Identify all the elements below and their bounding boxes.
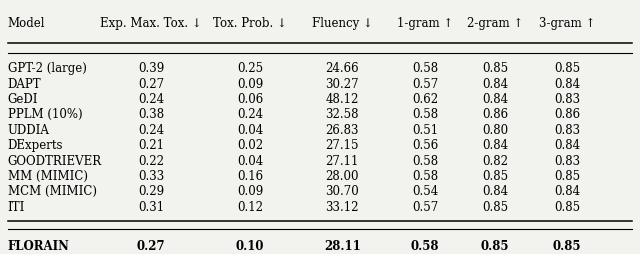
Text: PPLM (10%): PPLM (10%) xyxy=(8,108,83,121)
Text: 0.80: 0.80 xyxy=(482,124,508,137)
Text: 0.02: 0.02 xyxy=(237,139,263,152)
Text: 0.57: 0.57 xyxy=(412,201,438,214)
Text: 0.58: 0.58 xyxy=(412,62,438,75)
Text: UDDIA: UDDIA xyxy=(8,124,50,137)
Text: GPT-2 (large): GPT-2 (large) xyxy=(8,62,86,75)
Text: 0.83: 0.83 xyxy=(554,93,580,106)
Text: 27.11: 27.11 xyxy=(326,155,359,168)
Text: 0.85: 0.85 xyxy=(482,170,508,183)
Text: 0.31: 0.31 xyxy=(138,201,164,214)
Text: 0.85: 0.85 xyxy=(554,201,580,214)
Text: Tox. Prob. ↓: Tox. Prob. ↓ xyxy=(213,17,287,30)
Text: 0.62: 0.62 xyxy=(412,93,438,106)
Text: 1-gram ↑: 1-gram ↑ xyxy=(397,17,453,30)
Text: 2-gram ↑: 2-gram ↑ xyxy=(467,17,524,30)
Text: 28.11: 28.11 xyxy=(324,240,361,253)
Text: 0.21: 0.21 xyxy=(138,139,164,152)
Text: 27.15: 27.15 xyxy=(326,139,359,152)
Text: 0.24: 0.24 xyxy=(138,93,164,106)
Text: 0.09: 0.09 xyxy=(237,185,263,198)
Text: MCM (MIMIC): MCM (MIMIC) xyxy=(8,185,97,198)
Text: 0.84: 0.84 xyxy=(482,185,508,198)
Text: 0.85: 0.85 xyxy=(554,62,580,75)
Text: 0.10: 0.10 xyxy=(236,240,264,253)
Text: 24.66: 24.66 xyxy=(326,62,359,75)
Text: 0.82: 0.82 xyxy=(482,155,508,168)
Text: 30.27: 30.27 xyxy=(326,77,359,90)
Text: 33.12: 33.12 xyxy=(326,201,359,214)
Text: 0.51: 0.51 xyxy=(412,124,438,137)
Text: 0.16: 0.16 xyxy=(237,170,263,183)
Text: DExperts: DExperts xyxy=(8,139,63,152)
Text: 0.86: 0.86 xyxy=(554,108,580,121)
Text: GeDI: GeDI xyxy=(8,93,38,106)
Text: 0.83: 0.83 xyxy=(554,124,580,137)
Text: 0.84: 0.84 xyxy=(554,77,580,90)
Text: Exp. Max. Tox. ↓: Exp. Max. Tox. ↓ xyxy=(100,17,202,30)
Text: 0.58: 0.58 xyxy=(411,240,440,253)
Text: 0.12: 0.12 xyxy=(237,201,263,214)
Text: 0.85: 0.85 xyxy=(482,201,508,214)
Text: 0.27: 0.27 xyxy=(137,240,166,253)
Text: 0.85: 0.85 xyxy=(482,62,508,75)
Text: 0.27: 0.27 xyxy=(138,77,164,90)
Text: Fluency ↓: Fluency ↓ xyxy=(312,17,372,30)
Text: 0.39: 0.39 xyxy=(138,62,164,75)
Text: 0.38: 0.38 xyxy=(138,108,164,121)
Text: MM (MIMIC): MM (MIMIC) xyxy=(8,170,88,183)
Text: 0.04: 0.04 xyxy=(237,124,263,137)
Text: 0.09: 0.09 xyxy=(237,77,263,90)
Text: 0.54: 0.54 xyxy=(412,185,438,198)
Text: 30.70: 30.70 xyxy=(325,185,359,198)
Text: GOODTRIEVER: GOODTRIEVER xyxy=(8,155,102,168)
Text: 0.56: 0.56 xyxy=(412,139,438,152)
Text: 0.84: 0.84 xyxy=(482,77,508,90)
Text: 0.84: 0.84 xyxy=(554,139,580,152)
Text: 0.25: 0.25 xyxy=(237,62,263,75)
Text: 32.58: 32.58 xyxy=(326,108,359,121)
Text: 0.33: 0.33 xyxy=(138,170,164,183)
Text: 48.12: 48.12 xyxy=(326,93,359,106)
Text: 0.86: 0.86 xyxy=(482,108,508,121)
Text: 0.58: 0.58 xyxy=(412,170,438,183)
Text: 0.85: 0.85 xyxy=(481,240,509,253)
Text: 0.22: 0.22 xyxy=(138,155,164,168)
Text: 0.58: 0.58 xyxy=(412,155,438,168)
Text: DAPT: DAPT xyxy=(8,77,42,90)
Text: 3-gram ↑: 3-gram ↑ xyxy=(539,17,595,30)
Text: 28.00: 28.00 xyxy=(326,170,359,183)
Text: 0.06: 0.06 xyxy=(237,93,263,106)
Text: 0.58: 0.58 xyxy=(412,108,438,121)
Text: FLORAIN: FLORAIN xyxy=(8,240,70,253)
Text: 0.29: 0.29 xyxy=(138,185,164,198)
Text: 26.83: 26.83 xyxy=(326,124,359,137)
Text: 0.24: 0.24 xyxy=(138,124,164,137)
Text: 0.84: 0.84 xyxy=(554,185,580,198)
Text: 0.24: 0.24 xyxy=(237,108,263,121)
Text: ITI: ITI xyxy=(8,201,25,214)
Text: 0.84: 0.84 xyxy=(482,93,508,106)
Text: 0.85: 0.85 xyxy=(554,170,580,183)
Text: 0.85: 0.85 xyxy=(553,240,582,253)
Text: Model: Model xyxy=(8,17,45,30)
Text: 0.04: 0.04 xyxy=(237,155,263,168)
Text: 0.84: 0.84 xyxy=(482,139,508,152)
Text: 0.83: 0.83 xyxy=(554,155,580,168)
Text: 0.57: 0.57 xyxy=(412,77,438,90)
